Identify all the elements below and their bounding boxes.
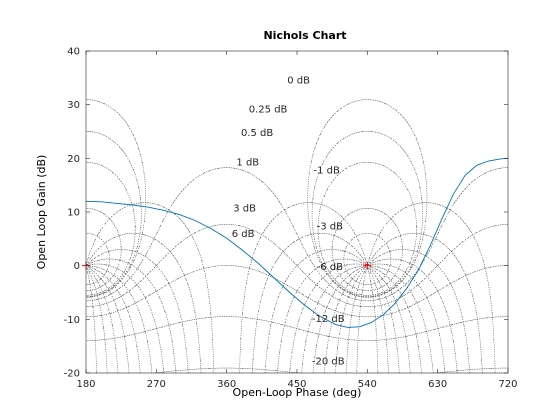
x-tick-label: 450 <box>287 379 306 390</box>
nichols-grid <box>86 99 508 373</box>
grid-label: 6 dB <box>232 229 255 240</box>
nichols-grid-lines <box>86 99 508 373</box>
grid-label: 0.25 dB <box>249 105 288 116</box>
y-tick-label: 40 <box>67 47 80 58</box>
y-tick-label: -20 <box>64 369 80 380</box>
x-tick-label: 630 <box>428 379 447 390</box>
x-axis-label: Open-Loop Phase (deg) <box>233 386 362 399</box>
grid-label: 3 dB <box>233 204 256 215</box>
y-tick-label: 20 <box>67 154 80 165</box>
y-tick-label: 10 <box>67 208 80 219</box>
y-tick-label: -10 <box>64 315 80 326</box>
x-tick-label: 270 <box>147 379 166 390</box>
grid-label: -3 dB <box>317 222 343 233</box>
x-tick-label: 540 <box>358 379 377 390</box>
series-layer <box>86 157 508 328</box>
chart-title: Nichols Chart <box>263 29 346 42</box>
y-tick-label: 0 <box>74 261 80 272</box>
plot-area <box>86 51 508 373</box>
grid-label: 1 dB <box>236 158 259 169</box>
x-tick-label: 720 <box>498 379 517 390</box>
y-axis-label: Open Loop Gain (dB) <box>35 155 48 270</box>
grid-label: -20 dB <box>312 357 345 368</box>
grid-label: -6 dB <box>317 262 343 273</box>
grid-label: -1 dB <box>314 166 340 177</box>
grid-label: 0.5 dB <box>241 128 273 139</box>
series-line-0 <box>86 157 508 328</box>
grid-label: 0 dB <box>287 76 310 87</box>
grid-label: -12 dB <box>312 314 345 325</box>
x-tick-label: 360 <box>217 379 236 390</box>
x-tick-label: 180 <box>76 379 95 390</box>
grid-labels: 0 dB 0.25 dB 0.5 dB 1 dB 3 dB 6 dB -1 dB -3 dB -… <box>232 76 345 368</box>
y-tick-label: 30 <box>67 100 80 111</box>
axis-ticks: 180 270 360 450 540 630 720 -20 -10 0 10 20 30 40 <box>64 47 518 391</box>
critical-point-marker-1 <box>363 261 372 270</box>
